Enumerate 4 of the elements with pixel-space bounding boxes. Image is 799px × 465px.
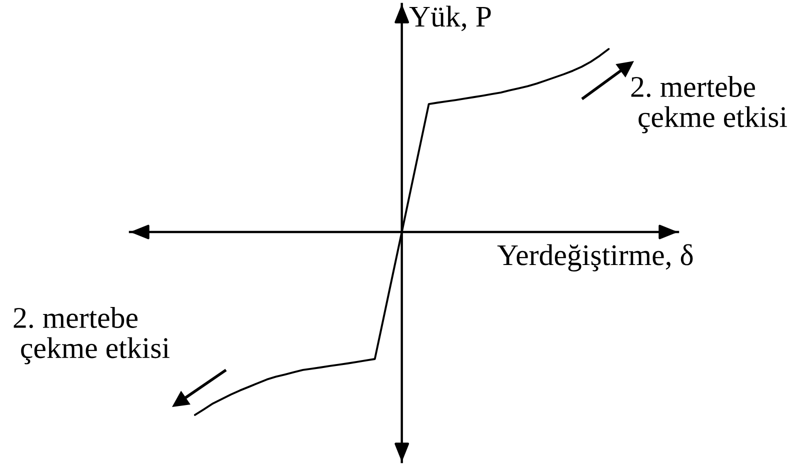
x-axis-title: Yerdeğiştirme, δ — [497, 244, 693, 272]
y-axis-title: Yük, P — [409, 6, 491, 32]
text: 2. mertebe çekme etkisi — [631, 76, 787, 134]
text: 2. mertebe çekme etkisi — [14, 307, 170, 364]
